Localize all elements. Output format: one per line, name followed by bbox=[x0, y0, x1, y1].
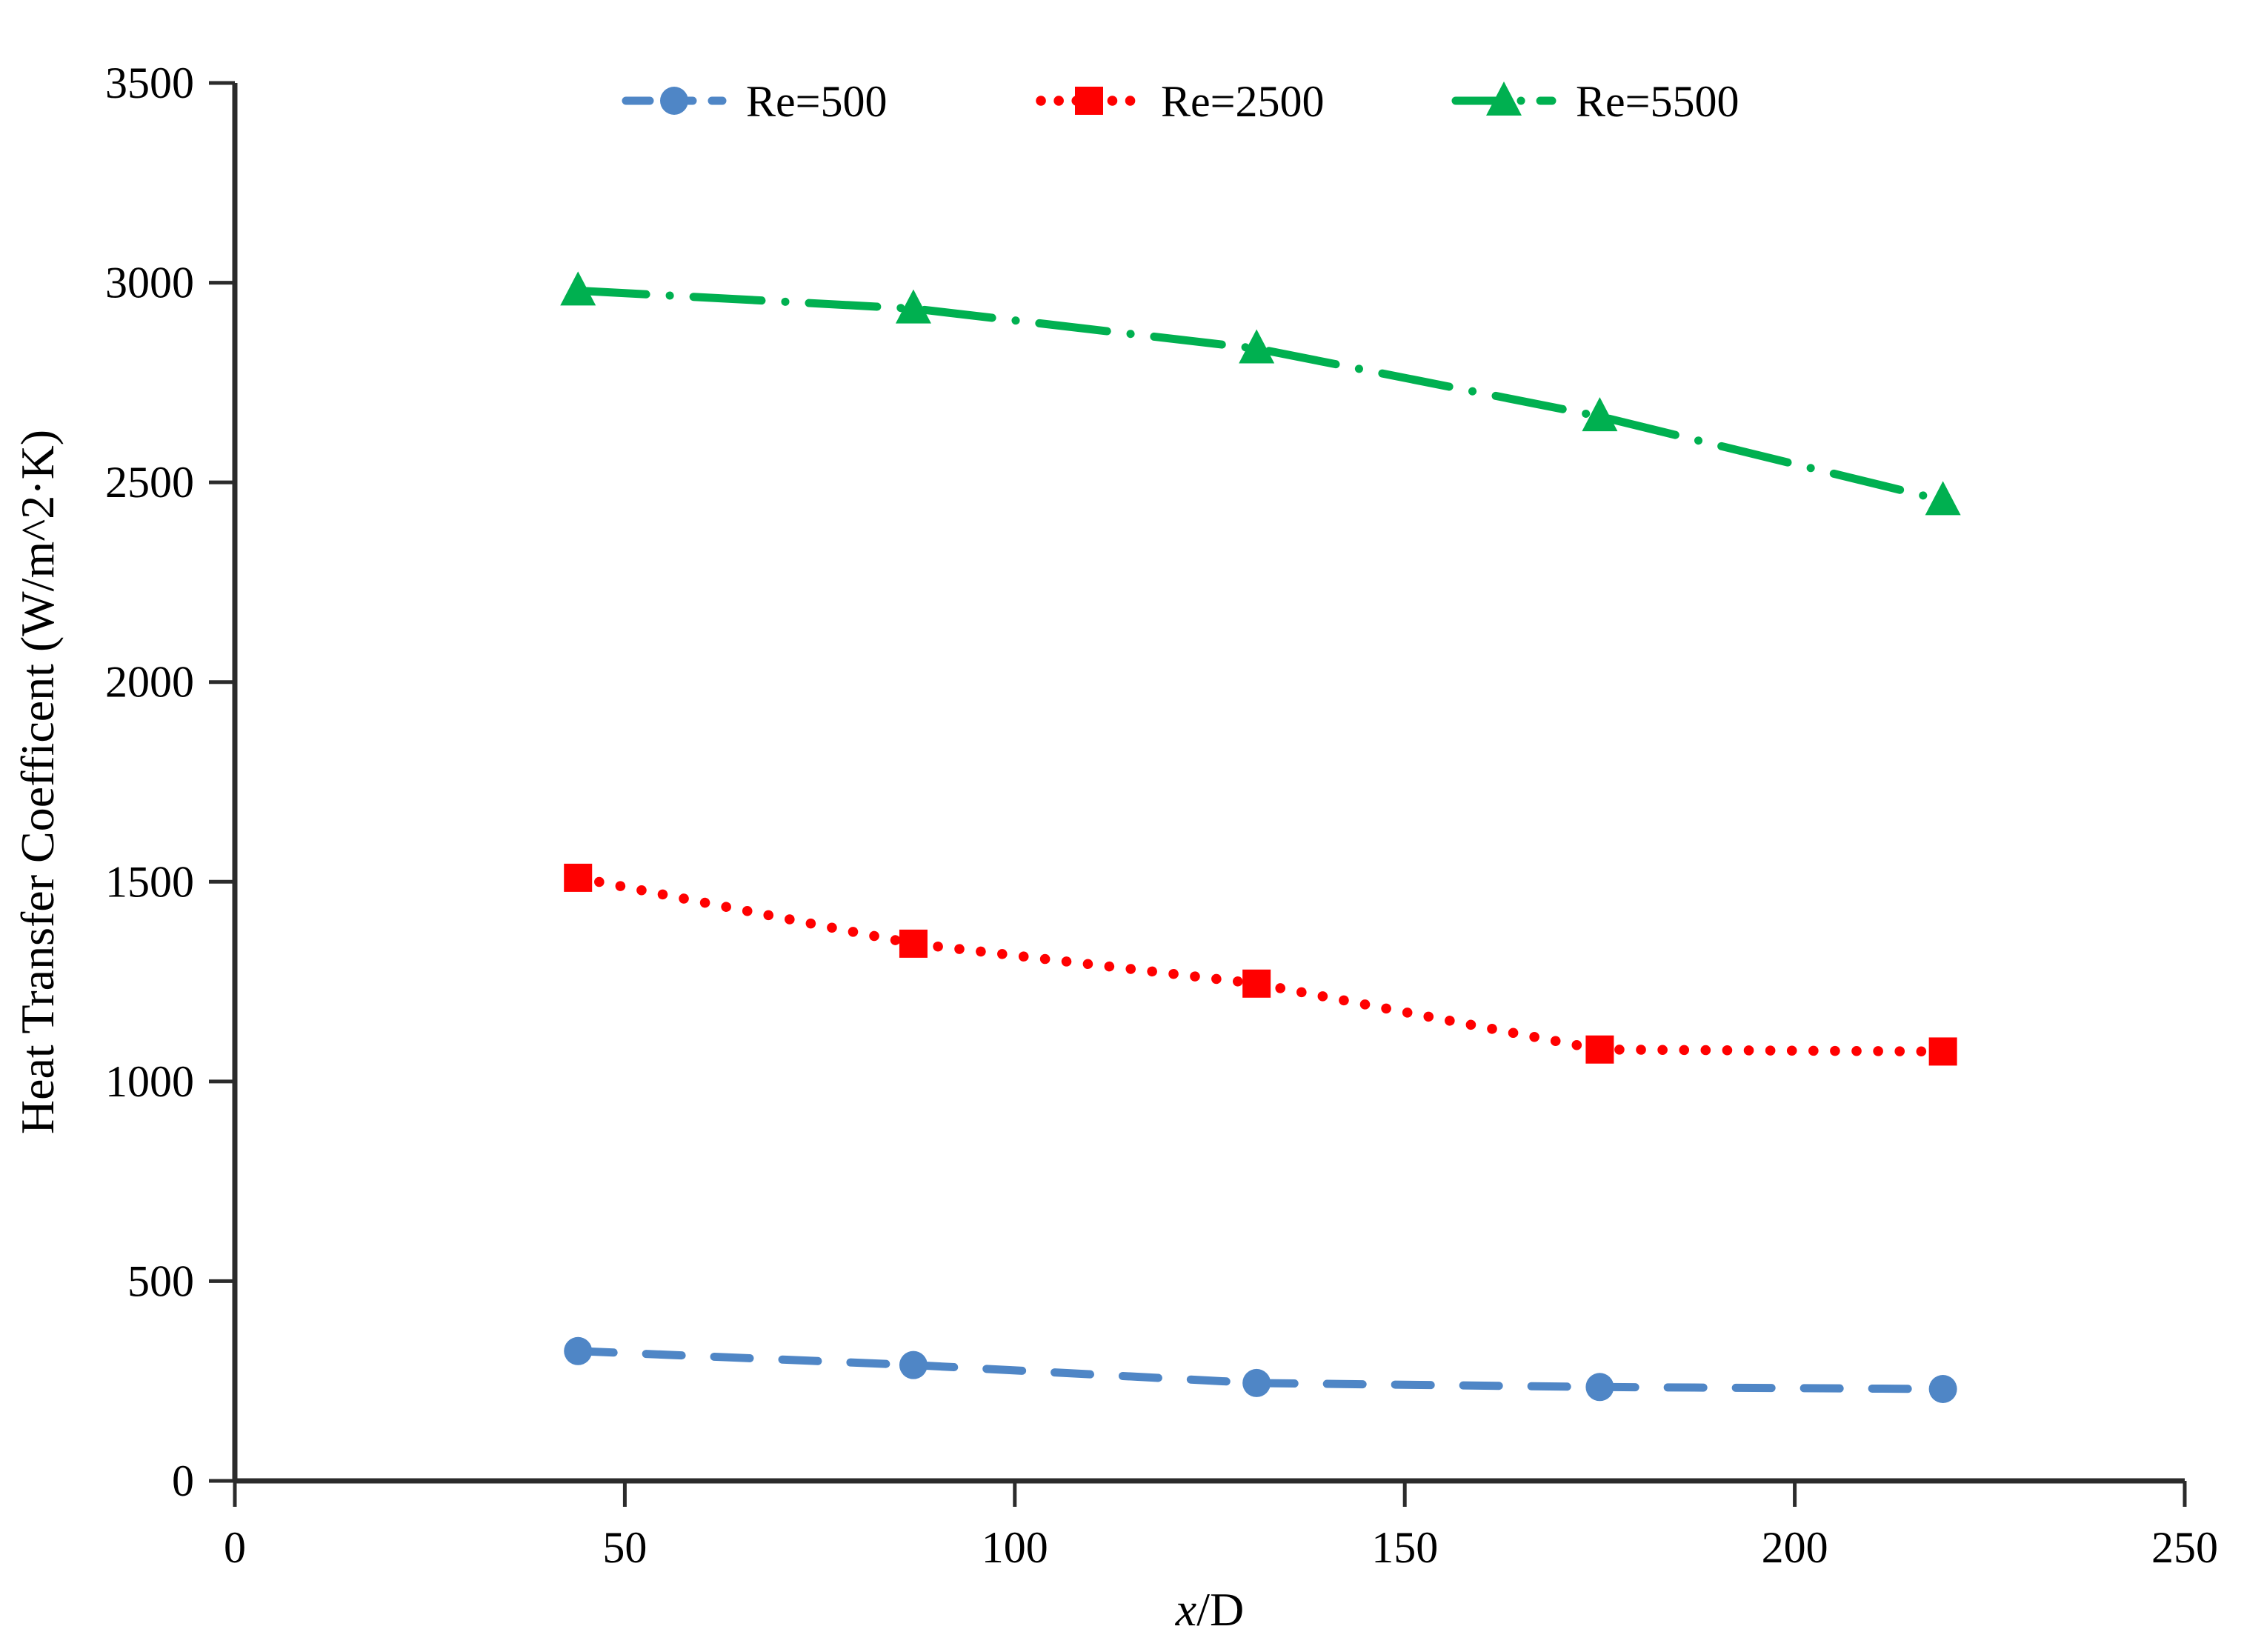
x-tick-label: 200 bbox=[1762, 1523, 1828, 1572]
x-tick-label: 100 bbox=[982, 1523, 1048, 1572]
series-marker-Re=2500 bbox=[1242, 969, 1271, 998]
series-line-Re=5500 bbox=[573, 286, 1948, 504]
y-axis-title: Heat Transfer Coefficent (W/m^2·K) bbox=[11, 430, 64, 1134]
legend-marker-Re=5500 bbox=[1486, 81, 1522, 116]
series-line-Re=2500 bbox=[573, 873, 1948, 1057]
series-marker-Re=5500 bbox=[560, 271, 596, 306]
y-tick-label: 500 bbox=[127, 1256, 194, 1305]
y-tick-label: 2000 bbox=[105, 658, 194, 707]
legend-marker-Re=500 bbox=[660, 87, 688, 115]
series-marker-Re=5500 bbox=[1582, 397, 1618, 432]
series-marker-Re=500 bbox=[1242, 1368, 1271, 1397]
legend-label-Re=500: Re=500 bbox=[746, 77, 888, 126]
x-tick-label: 50 bbox=[602, 1523, 647, 1572]
y-tick-label: 0 bbox=[172, 1456, 194, 1505]
series-marker-Re=5500 bbox=[895, 289, 931, 324]
x-tick-label: 250 bbox=[2151, 1523, 2218, 1572]
y-tick-label: 1000 bbox=[105, 1057, 194, 1106]
series-marker-Re=500 bbox=[1928, 1374, 1957, 1403]
x-axis-title: x/D bbox=[1175, 1583, 1244, 1636]
legend-label-Re=5500: Re=5500 bbox=[1576, 77, 1739, 126]
legend-marker-Re=2500 bbox=[1075, 87, 1103, 115]
y-tick-label: 2500 bbox=[105, 458, 194, 507]
y-tick-label: 1500 bbox=[105, 857, 194, 906]
series-marker-Re=500 bbox=[899, 1350, 928, 1379]
x-tick-label: 0 bbox=[224, 1523, 246, 1572]
series-marker-Re=2500 bbox=[899, 929, 928, 958]
series-marker-Re=5500 bbox=[1239, 329, 1275, 364]
series-marker-Re=500 bbox=[1585, 1373, 1614, 1402]
y-tick-label: 3500 bbox=[105, 59, 194, 107]
series-marker-Re=2500 bbox=[564, 863, 593, 892]
series-marker-Re=500 bbox=[564, 1336, 593, 1365]
legend-label-Re=2500: Re=2500 bbox=[1161, 77, 1325, 126]
x-tick-label: 150 bbox=[1371, 1523, 1438, 1572]
series-marker-Re=5500 bbox=[1925, 481, 1961, 516]
y-tick-label: 3000 bbox=[105, 259, 194, 307]
series-marker-Re=2500 bbox=[1585, 1035, 1614, 1064]
series-marker-Re=2500 bbox=[1928, 1037, 1957, 1066]
